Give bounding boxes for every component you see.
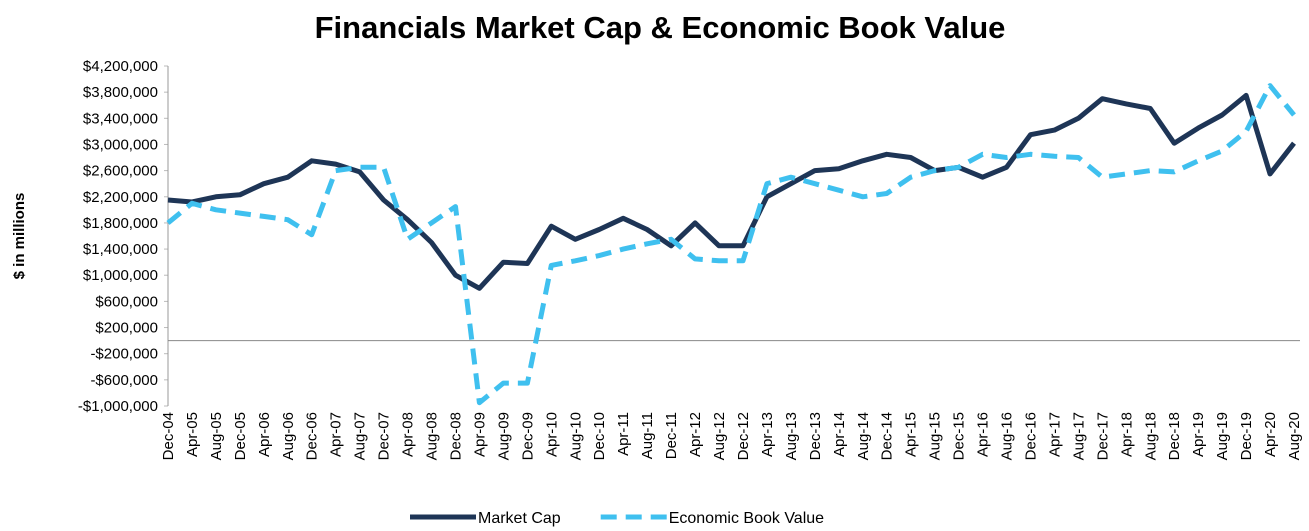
- x-tick-label: Dec-12: [735, 412, 752, 460]
- x-tick-label: Dec-13: [807, 412, 824, 460]
- x-tick-label: Dec-06: [304, 412, 321, 460]
- x-tick-label: Aug-20: [1286, 412, 1303, 460]
- x-tick-label: Apr-11: [615, 412, 632, 456]
- x-tick-label: Apr-20: [1262, 412, 1279, 457]
- x-tick-label: Apr-19: [1190, 412, 1207, 457]
- x-tick-label: Apr-06: [256, 412, 273, 457]
- y-tick-label: -$600,000: [90, 372, 158, 389]
- y-tick-label: -$200,000: [90, 346, 158, 363]
- x-tick-label: Dec-04: [160, 412, 177, 460]
- x-tick-label: Aug-10: [567, 412, 584, 460]
- x-tick-label: Apr-08: [400, 412, 417, 457]
- x-tick-label: Dec-19: [1238, 412, 1255, 460]
- y-tick-label: $3,400,000: [83, 110, 158, 127]
- x-tick-label: Apr-07: [328, 412, 345, 457]
- y-tick-label: -$1,000,000: [78, 398, 158, 415]
- x-tick-label: Dec-11: [663, 412, 680, 459]
- y-tick-label: $1,800,000: [83, 215, 158, 232]
- x-tick-label: Dec-09: [519, 412, 536, 460]
- x-tick-label: Dec-14: [879, 412, 896, 460]
- x-tick-label: Apr-05: [184, 412, 201, 457]
- x-tick-label: Aug-15: [927, 412, 944, 460]
- chart-title: Financials Market Cap & Economic Book Va…: [315, 10, 1006, 45]
- x-tick-label: Apr-14: [831, 412, 848, 457]
- x-tick-label: Dec-15: [951, 412, 968, 460]
- y-tick-label: $1,000,000: [83, 267, 158, 284]
- x-tick-label: Aug-05: [208, 412, 225, 460]
- x-tick-label: Apr-10: [543, 412, 560, 457]
- x-tick-label: Apr-18: [1118, 412, 1135, 457]
- y-tick-label: $1,400,000: [83, 241, 158, 258]
- x-tick-label: Dec-05: [232, 412, 249, 460]
- x-tick-label: Dec-17: [1094, 412, 1111, 460]
- x-tick-label: Aug-17: [1070, 412, 1087, 460]
- x-tick-label: Aug-12: [711, 412, 728, 460]
- y-tick-label: $3,000,000: [83, 136, 158, 153]
- x-tick-label: Apr-12: [687, 412, 704, 457]
- y-tick-label: $200,000: [95, 320, 158, 337]
- x-tick-label: Dec-10: [591, 412, 608, 460]
- x-tick-label: Aug-18: [1142, 412, 1159, 460]
- x-tick-label: Aug-08: [424, 412, 441, 460]
- x-tick-label: Apr-09: [471, 412, 488, 457]
- x-tick-label: Aug-11: [639, 412, 656, 459]
- x-tick-label: Aug-14: [855, 412, 872, 460]
- x-tick-label: Aug-07: [352, 412, 369, 460]
- series-line: [167, 92, 1296, 291]
- x-tick-label: Apr-15: [903, 412, 920, 457]
- x-tick-label: Aug-13: [783, 412, 800, 460]
- x-tick-label: Aug-06: [280, 412, 297, 460]
- x-tick-label: Apr-13: [759, 412, 776, 457]
- y-tick-label: $2,200,000: [83, 189, 158, 206]
- x-tick-label: Aug-09: [495, 412, 512, 460]
- x-tick-label: Apr-16: [975, 412, 992, 457]
- y-tick-label: $3,800,000: [83, 84, 158, 101]
- y-tick-label: $4,200,000: [83, 58, 158, 75]
- x-tick-label: Apr-17: [1046, 412, 1063, 457]
- x-tick-label: Dec-07: [376, 412, 393, 460]
- x-tick-label: Aug-19: [1214, 412, 1231, 460]
- y-tick-label: $2,600,000: [83, 163, 158, 180]
- x-tick-label: Aug-16: [999, 412, 1016, 460]
- x-tick-label: Dec-08: [447, 412, 464, 460]
- legend-label: Market Cap: [478, 510, 561, 527]
- y-tick-label: $600,000: [95, 293, 158, 310]
- x-tick-label: Dec-16: [1022, 412, 1039, 460]
- x-tick-label: Dec-18: [1166, 412, 1183, 460]
- y-axis-title: $ in millions: [11, 193, 28, 280]
- legend-label: Economic Book Value: [669, 510, 824, 527]
